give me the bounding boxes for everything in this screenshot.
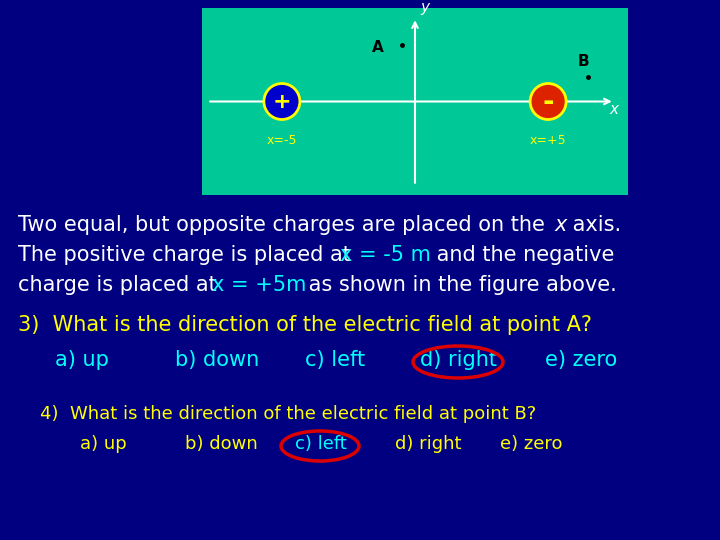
Bar	[202, 8, 628, 195]
Text: b) down: b) down	[185, 435, 258, 453]
Text: and the negative: and the negative	[430, 245, 614, 265]
Text: Two equal, but opposite charges are placed on the: Two equal, but opposite charges are plac…	[18, 215, 552, 235]
Text: 4)  What is the direction of the electric field at point B?: 4) What is the direction of the electric…	[40, 405, 536, 423]
Text: 3)  What is the direction of the electric field at point A?: 3) What is the direction of the electric…	[18, 315, 592, 335]
Text: y: y	[420, 1, 429, 15]
Text: c) left: c) left	[295, 435, 347, 453]
Text: -: -	[542, 87, 554, 116]
Text: The positive charge is placed at: The positive charge is placed at	[18, 245, 358, 265]
Circle shape	[530, 84, 566, 119]
Text: x: x	[609, 102, 618, 117]
Text: x=+5: x=+5	[530, 133, 567, 146]
Circle shape	[264, 84, 300, 119]
Text: +: +	[273, 91, 291, 111]
Text: A: A	[372, 40, 384, 55]
Text: d) right: d) right	[395, 435, 462, 453]
Text: charge is placed at: charge is placed at	[18, 275, 223, 295]
Text: e) zero: e) zero	[500, 435, 562, 453]
Text: x = +5m: x = +5m	[212, 275, 307, 295]
Text: x = -5 m: x = -5 m	[340, 245, 431, 265]
Text: e) zero: e) zero	[545, 350, 617, 370]
Text: a) up: a) up	[55, 350, 109, 370]
Text: as shown in the figure above.: as shown in the figure above.	[302, 275, 617, 295]
Text: axis.: axis.	[566, 215, 621, 235]
Text: d) right: d) right	[420, 350, 497, 370]
Text: c) left: c) left	[305, 350, 365, 370]
Text: a) up: a) up	[80, 435, 127, 453]
Text: b) down: b) down	[175, 350, 259, 370]
Text: x=-5: x=-5	[266, 133, 297, 146]
Text: B: B	[577, 53, 589, 69]
Text: x: x	[555, 215, 567, 235]
